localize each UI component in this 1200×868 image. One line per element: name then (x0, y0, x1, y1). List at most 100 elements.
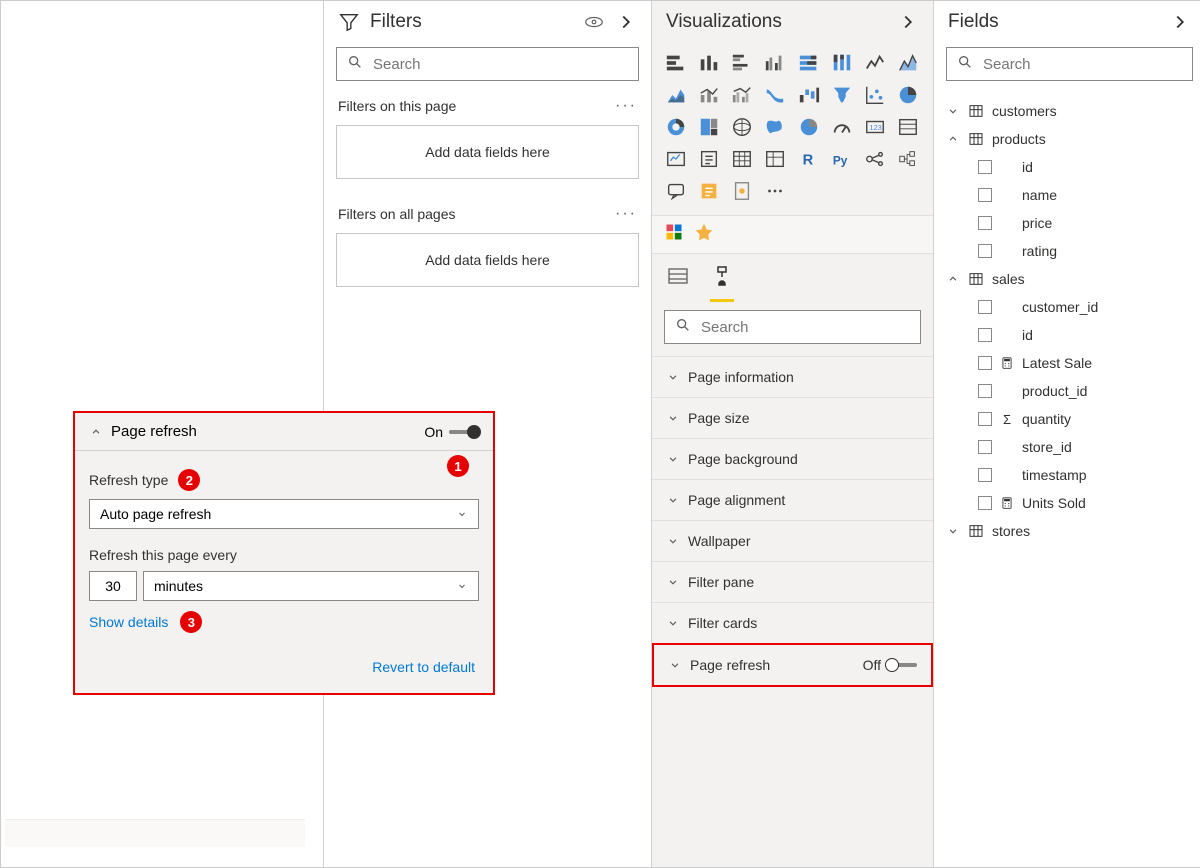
filters-search[interactable] (336, 47, 639, 81)
checkbox[interactable] (978, 496, 992, 510)
table-sales[interactable]: sales (936, 265, 1200, 293)
py-visual-icon[interactable]: Py (828, 145, 856, 173)
filters-on-page-well[interactable]: Add data fields here (336, 125, 639, 179)
checkbox[interactable] (978, 160, 992, 174)
section-page-align[interactable]: Page alignment (652, 479, 933, 520)
field-sales-store-id[interactable]: store_id (936, 433, 1200, 461)
checkbox[interactable] (978, 440, 992, 454)
section-page-size[interactable]: Page size (652, 397, 933, 438)
checkbox[interactable] (978, 216, 992, 230)
checkbox[interactable] (978, 412, 992, 426)
field-products-rating[interactable]: rating (936, 237, 1200, 265)
checkbox[interactable] (978, 328, 992, 342)
narrative-icon[interactable] (695, 177, 723, 205)
checkbox[interactable] (978, 384, 992, 398)
table-customers[interactable]: customers (936, 97, 1200, 125)
hundred-column-icon[interactable] (828, 49, 856, 77)
table-stores[interactable]: stores (936, 517, 1200, 545)
collapse-icon[interactable] (897, 11, 919, 33)
stacked-area-icon[interactable] (662, 81, 690, 109)
section-wallpaper[interactable]: Wallpaper (652, 520, 933, 561)
viz-search[interactable] (664, 310, 921, 344)
pin-icon[interactable] (694, 222, 714, 247)
viz-search-input[interactable] (701, 319, 910, 336)
field-sales-id[interactable]: id (936, 321, 1200, 349)
show-details-link[interactable]: Show details (89, 604, 168, 630)
table-icon (968, 131, 984, 147)
clustered-bar-icon[interactable] (728, 49, 756, 77)
decomposition-icon[interactable] (894, 145, 922, 173)
interval-value-input[interactable] (89, 571, 137, 601)
page-refresh-toggle[interactable]: Off (863, 657, 917, 673)
line-clustered-icon[interactable] (728, 81, 756, 109)
interval-unit-select[interactable]: minutes (143, 571, 479, 601)
area-chart-icon[interactable] (894, 49, 922, 77)
checkbox[interactable] (978, 300, 992, 314)
section-page-info[interactable]: Page information (652, 356, 933, 397)
line-chart-icon[interactable] (861, 49, 889, 77)
key-influencers-icon[interactable] (861, 145, 889, 173)
format-tab[interactable] (710, 264, 734, 302)
stacked-bar-icon[interactable] (662, 49, 690, 77)
pie-icon[interactable] (894, 81, 922, 109)
field-products-name[interactable]: name (936, 181, 1200, 209)
field-products-id[interactable]: id (936, 153, 1200, 181)
donut-icon[interactable] (662, 113, 690, 141)
revert-link[interactable]: Revert to default (89, 633, 479, 675)
field-sales-product-id[interactable]: product_id (936, 377, 1200, 405)
more-visuals-icon[interactable] (761, 177, 789, 205)
field-sales-units-sold[interactable]: Units Sold (936, 489, 1200, 517)
field-sales-quantity[interactable]: Σquantity (936, 405, 1200, 433)
gauge-icon[interactable] (828, 113, 856, 141)
callout-toggle[interactable]: On (424, 424, 479, 440)
kpi-icon[interactable] (662, 145, 690, 173)
map-icon[interactable] (728, 113, 756, 141)
checkbox[interactable] (978, 356, 992, 370)
ribbon-icon[interactable] (761, 81, 789, 109)
scatter-icon[interactable] (861, 81, 889, 109)
field-sales-customer-id[interactable]: customer_id (936, 293, 1200, 321)
table-products[interactable]: products (936, 125, 1200, 153)
field-sales-timestamp[interactable]: timestamp (936, 461, 1200, 489)
checkbox[interactable] (978, 468, 992, 482)
hundred-bar-icon[interactable] (795, 49, 823, 77)
fields-search-input[interactable] (983, 56, 1182, 73)
matrix-icon[interactable] (761, 145, 789, 173)
refresh-type-select[interactable]: Auto page refresh (89, 499, 479, 529)
field-products-price[interactable]: price (936, 209, 1200, 237)
filters-search-input[interactable] (373, 56, 628, 73)
card-icon[interactable]: 123 (861, 113, 889, 141)
filled-map-icon[interactable] (761, 113, 789, 141)
section-page-refresh[interactable]: Page refresh Off (652, 643, 933, 687)
stacked-column-icon[interactable] (695, 49, 723, 77)
section-filter-pane[interactable]: Filter pane (652, 561, 933, 602)
field-sales-latest-sale[interactable]: Latest Sale (936, 349, 1200, 377)
collapse-icon[interactable] (615, 11, 637, 33)
more-icon[interactable]: ··· (615, 205, 637, 223)
qa-icon[interactable] (662, 177, 690, 205)
line-column-icon[interactable] (695, 81, 723, 109)
clustered-column-icon[interactable] (761, 49, 789, 77)
r-visual-icon[interactable]: R (795, 145, 823, 173)
section-page-bg[interactable]: Page background (652, 438, 933, 479)
app-icon[interactable] (664, 222, 684, 247)
funnel-icon[interactable] (828, 81, 856, 109)
paginated-icon[interactable] (728, 177, 756, 205)
fields-tab[interactable] (666, 264, 690, 302)
collapse-icon[interactable] (1169, 11, 1191, 33)
waterfall-icon[interactable] (795, 81, 823, 109)
badge-3: 3 (180, 611, 202, 633)
filters-all-pages-well[interactable]: Add data fields here (336, 233, 639, 287)
treemap-icon[interactable] (695, 113, 723, 141)
multi-card-icon[interactable] (894, 113, 922, 141)
shape-map-icon[interactable] (795, 113, 823, 141)
checkbox[interactable] (978, 188, 992, 202)
fields-search[interactable] (946, 47, 1193, 81)
section-filter-cards[interactable]: Filter cards (652, 602, 933, 643)
eye-icon[interactable] (583, 11, 605, 33)
table-icon[interactable] (728, 145, 756, 173)
more-icon[interactable]: ··· (615, 97, 637, 115)
checkbox[interactable] (978, 244, 992, 258)
page-tab-bar[interactable] (5, 819, 305, 847)
slicer-icon[interactable] (695, 145, 723, 173)
